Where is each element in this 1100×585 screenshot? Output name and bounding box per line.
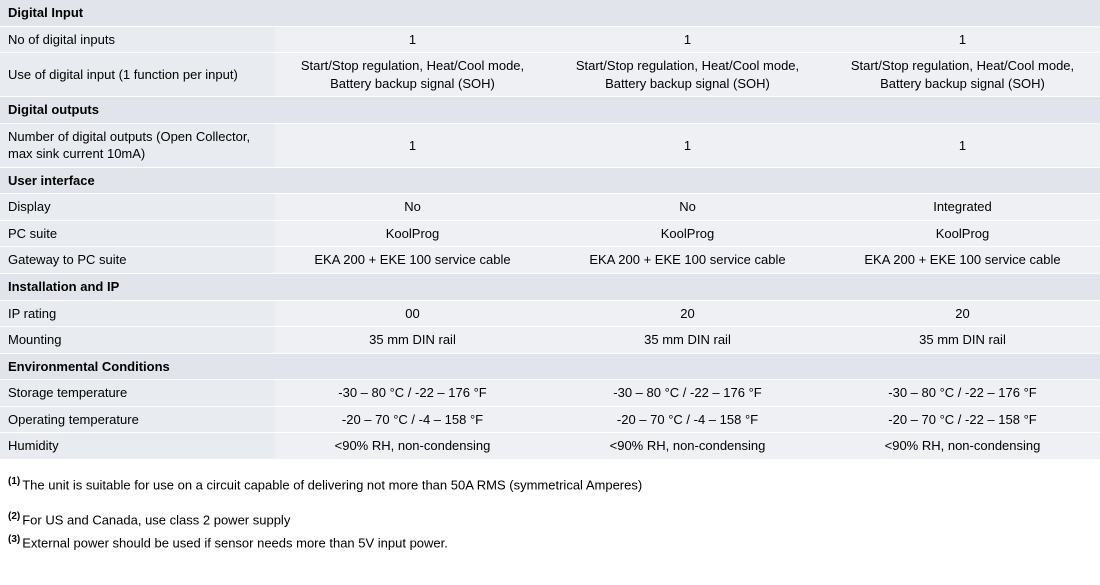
row-label: PC suite	[0, 220, 275, 247]
row-value: KoolProg	[275, 220, 550, 247]
table-row: DisplayNoNoIntegrated	[0, 194, 1100, 221]
row-value: <90% RH, non-condensing	[550, 433, 825, 460]
row-value: 1	[825, 123, 1100, 167]
footnote-marker: (1)	[8, 476, 20, 487]
row-value: 20	[825, 300, 1100, 327]
row-value: 20	[550, 300, 825, 327]
footnote-text: For US and Canada, use class 2 power sup…	[22, 512, 290, 527]
row-label: Mounting	[0, 327, 275, 354]
row-label: Storage temperature	[0, 380, 275, 407]
table-row: Gateway to PC suiteEKA 200 + EKE 100 ser…	[0, 247, 1100, 274]
section-title: Installation and IP	[0, 274, 1100, 301]
row-value: No	[275, 194, 550, 221]
row-label: Number of digital outputs (Open Collecto…	[0, 123, 275, 167]
section-title: Digital Input	[0, 0, 1100, 26]
table-row: Use of digital input (1 function per inp…	[0, 53, 1100, 97]
table-row: Number of digital outputs (Open Collecto…	[0, 123, 1100, 167]
row-value: 00	[275, 300, 550, 327]
row-value: 35 mm DIN rail	[275, 327, 550, 354]
footnote: (1)The unit is suitable for use on a cir…	[8, 474, 1092, 495]
row-value: 1	[550, 123, 825, 167]
footnotes: (1)The unit is suitable for use on a cir…	[0, 460, 1100, 552]
footnote: (2)For US and Canada, use class 2 power …	[8, 509, 1092, 530]
row-value: 35 mm DIN rail	[550, 327, 825, 354]
section-header: Digital outputs	[0, 97, 1100, 124]
row-value: 1	[275, 123, 550, 167]
row-value: Integrated	[825, 194, 1100, 221]
row-value: 1	[275, 26, 550, 53]
row-value: 1	[825, 26, 1100, 53]
footnote-text: External power should be used if sensor …	[22, 535, 448, 550]
row-value: -20 – 70 °C / -22 – 158 °F	[825, 406, 1100, 433]
section-header: Environmental Conditions	[0, 353, 1100, 380]
row-value: -20 – 70 °C / -4 – 158 °F	[275, 406, 550, 433]
footnote-marker: (2)	[8, 511, 20, 522]
section-title: Environmental Conditions	[0, 353, 1100, 380]
section-header: Digital Input	[0, 0, 1100, 26]
row-value: -30 – 80 °C / -22 – 176 °F	[550, 380, 825, 407]
spec-table-body: Digital InputNo of digital inputs111Use …	[0, 0, 1100, 459]
row-value: -30 – 80 °C / -22 – 176 °F	[825, 380, 1100, 407]
row-label: Use of digital input (1 function per inp…	[0, 53, 275, 97]
section-title: Digital outputs	[0, 97, 1100, 124]
section-header: Installation and IP	[0, 274, 1100, 301]
footnote: (3)External power should be used if sens…	[8, 532, 1092, 553]
row-value: EKA 200 + EKE 100 service cable	[825, 247, 1100, 274]
table-row: Storage temperature-30 – 80 °C / -22 – 1…	[0, 380, 1100, 407]
row-label: Display	[0, 194, 275, 221]
row-label: Gateway to PC suite	[0, 247, 275, 274]
row-value: -20 – 70 °C / -4 – 158 °F	[550, 406, 825, 433]
row-value: 1	[550, 26, 825, 53]
row-label: Operating temperature	[0, 406, 275, 433]
row-value: Start/Stop regulation, Heat/Cool mode, B…	[825, 53, 1100, 97]
table-row: IP rating002020	[0, 300, 1100, 327]
row-value: -30 – 80 °C / -22 – 176 °F	[275, 380, 550, 407]
row-value: KoolProg	[825, 220, 1100, 247]
row-value: Start/Stop regulation, Heat/Cool mode, B…	[550, 53, 825, 97]
row-label: IP rating	[0, 300, 275, 327]
footnote-text: The unit is suitable for use on a circui…	[22, 477, 642, 492]
table-row: Operating temperature-20 – 70 °C / -4 – …	[0, 406, 1100, 433]
row-value: EKA 200 + EKE 100 service cable	[275, 247, 550, 274]
row-value: Start/Stop regulation, Heat/Cool mode, B…	[275, 53, 550, 97]
row-label: Humidity	[0, 433, 275, 460]
section-header: User interface	[0, 167, 1100, 194]
footnote-marker: (3)	[8, 534, 20, 545]
row-value: <90% RH, non-condensing	[275, 433, 550, 460]
row-value: 35 mm DIN rail	[825, 327, 1100, 354]
row-value: KoolProg	[550, 220, 825, 247]
table-row: Mounting35 mm DIN rail35 mm DIN rail35 m…	[0, 327, 1100, 354]
table-row: PC suiteKoolProgKoolProgKoolProg	[0, 220, 1100, 247]
row-label: No of digital inputs	[0, 26, 275, 53]
row-value: EKA 200 + EKE 100 service cable	[550, 247, 825, 274]
table-row: Humidity<90% RH, non-condensing<90% RH, …	[0, 433, 1100, 460]
table-row: No of digital inputs111	[0, 26, 1100, 53]
row-value: No	[550, 194, 825, 221]
row-value: <90% RH, non-condensing	[825, 433, 1100, 460]
section-title: User interface	[0, 167, 1100, 194]
spec-table: Digital InputNo of digital inputs111Use …	[0, 0, 1100, 460]
